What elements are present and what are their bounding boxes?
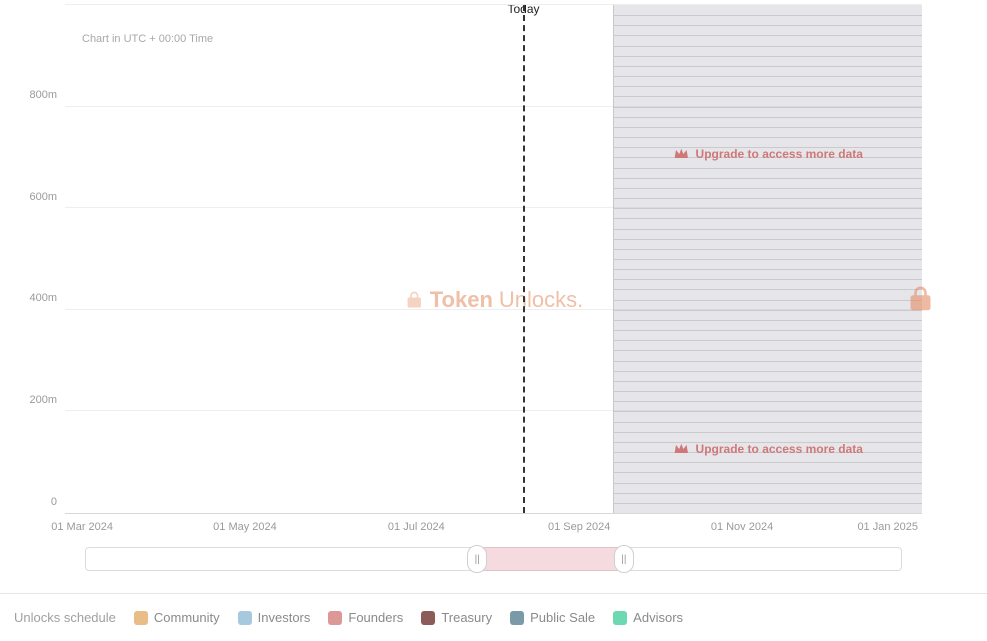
x-tick: 01 Mar 2024 bbox=[51, 521, 113, 533]
legend-label: Founders bbox=[348, 610, 403, 625]
watermark: TokenUnlocks. bbox=[404, 287, 584, 313]
upgrade-badge-bottom[interactable]: Upgrade to access more data bbox=[674, 442, 863, 456]
legend-swatch bbox=[421, 611, 435, 625]
legend-swatch bbox=[510, 611, 524, 625]
time-scroll-handle-left[interactable]: || bbox=[467, 545, 487, 573]
legend-label: Investors bbox=[258, 610, 311, 625]
watermark-text-2: Unlocks. bbox=[499, 287, 583, 313]
time-scroll-handle-right[interactable]: || bbox=[614, 545, 634, 573]
legend-item-community[interactable]: Community bbox=[134, 610, 220, 625]
legend-item-founders[interactable]: Founders bbox=[328, 610, 403, 625]
chart-container: Today 0200m400m600m800m1.00b TokenUnlock… bbox=[10, 5, 977, 589]
crown-icon bbox=[674, 147, 690, 161]
time-scroll-thumb[interactable] bbox=[477, 547, 624, 571]
x-axis: 01 Mar 202401 May 202401 Jul 202401 Sep … bbox=[65, 517, 922, 539]
legend-swatch bbox=[328, 611, 342, 625]
y-axis: 0200m400m600m800m1.00b bbox=[10, 5, 65, 514]
plot-area[interactable]: TokenUnlocks. Upgrade to access more dat… bbox=[65, 5, 922, 514]
locked-overlay: Upgrade to access more data Upgrade to a… bbox=[613, 5, 922, 513]
today-line bbox=[523, 5, 525, 513]
upgrade-text-1: Upgrade to access more data bbox=[696, 147, 863, 161]
upgrade-badge-top[interactable]: Upgrade to access more data bbox=[674, 147, 863, 161]
lock-icon bbox=[404, 290, 424, 310]
time-scroll-track[interactable]: || || bbox=[85, 547, 902, 571]
y-tick: 200m bbox=[29, 394, 57, 406]
legend-title: Unlocks schedule bbox=[14, 610, 116, 625]
crown-icon bbox=[674, 442, 690, 456]
legend-item-advisors[interactable]: Advisors bbox=[613, 610, 683, 625]
legend-item-investors[interactable]: Investors bbox=[238, 610, 311, 625]
legend-swatch bbox=[134, 611, 148, 625]
upgrade-text-2: Upgrade to access more data bbox=[696, 442, 863, 456]
legend-label: Public Sale bbox=[530, 610, 595, 625]
legend-swatch bbox=[238, 611, 252, 625]
x-tick: 01 Nov 2024 bbox=[711, 521, 773, 533]
lock-icon-right bbox=[906, 284, 936, 319]
x-tick: 01 May 2024 bbox=[213, 521, 277, 533]
x-tick: 01 Jul 2024 bbox=[388, 521, 445, 533]
legend-item-treasury[interactable]: Treasury bbox=[421, 610, 492, 625]
y-tick: 600m bbox=[29, 191, 57, 203]
legend-swatch bbox=[613, 611, 627, 625]
watermark-text-1: Token bbox=[430, 287, 493, 313]
x-tick: 01 Sep 2024 bbox=[548, 521, 610, 533]
y-tick: 800m bbox=[29, 89, 57, 101]
legend-label: Advisors bbox=[633, 610, 683, 625]
y-tick: 400m bbox=[29, 292, 57, 304]
chart-note: Chart in UTC + 00:00 Time bbox=[82, 33, 213, 45]
legend-item-public-sale[interactable]: Public Sale bbox=[510, 610, 595, 625]
legend: Unlocks schedule Community Investors Found… bbox=[0, 593, 987, 641]
legend-label: Treasury bbox=[441, 610, 492, 625]
x-tick: 01 Jan 2025 bbox=[857, 521, 918, 533]
legend-label: Community bbox=[154, 610, 220, 625]
y-tick: 0 bbox=[51, 496, 57, 508]
